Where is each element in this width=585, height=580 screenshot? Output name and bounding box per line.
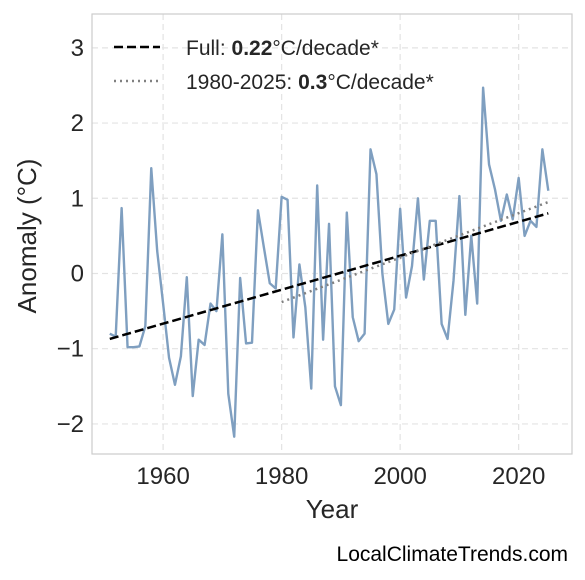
- y-tick-label: 2: [71, 110, 84, 137]
- legend-recent-name: 1980-2025:: [186, 71, 292, 94]
- y-axis-title: Anomaly (°C): [12, 159, 42, 314]
- legend-full-value: 0.22: [232, 37, 273, 60]
- trend-full-line: [109, 212, 549, 341]
- legend-entry-full: Full: 0.22°C/decade*: [186, 37, 379, 60]
- series-observed-line: [109, 86, 550, 438]
- x-tick-label: 1980: [255, 463, 308, 490]
- x-tick-labels: 1960 1980 2000 2020: [136, 463, 545, 490]
- legend-entry-recent: 1980-2025: 0.3°C/decade*: [186, 71, 434, 94]
- x-tick-label: 2020: [492, 463, 545, 490]
- series-layer: [109, 86, 550, 438]
- x-tick-label: 2000: [373, 463, 426, 490]
- x-axis-title: Year: [306, 494, 359, 524]
- legend-recent-value: 0.3: [298, 71, 327, 94]
- x-tick-label: 1960: [136, 463, 189, 490]
- legend-recent-unit: °C/decade*: [327, 71, 433, 94]
- y-tick-label: 1: [71, 185, 84, 212]
- y-tick-label: 0: [71, 260, 84, 287]
- y-tick-label: 3: [71, 35, 84, 62]
- y-tick-label: −2: [57, 411, 84, 438]
- grid: [92, 14, 572, 454]
- y-tick-labels: −2 −1 0 1 2 3: [57, 35, 84, 438]
- legend-full-name: Full:: [186, 37, 226, 60]
- y-tick-label: −1: [57, 336, 84, 363]
- legend-full-unit: °C/decade*: [272, 37, 378, 60]
- legend: Full: 0.22°C/decade* 1980-2025: 0.3°C/de…: [114, 37, 434, 94]
- plot-frame: [91, 13, 573, 455]
- watermark: LocalClimateTrends.com: [337, 543, 568, 566]
